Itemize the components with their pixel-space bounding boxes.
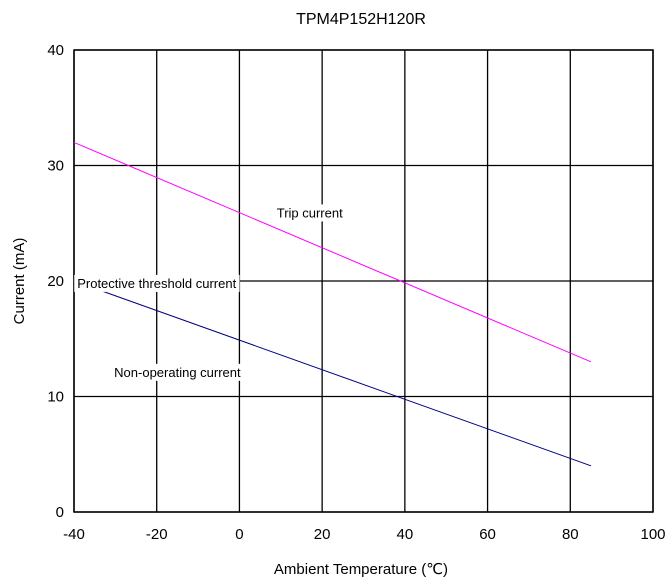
y-tick-label: 40 [47,42,64,59]
y-tick-label: 20 [47,273,64,290]
y-tick-label: 10 [47,389,64,406]
tick-labels: -40 -20 0 20 40 60 80 100 0 10 20 30 40 [47,42,665,543]
y-tick-label: 0 [56,504,64,521]
annotation-bg [111,363,245,381]
annotation-label: Trip current [277,205,343,220]
x-tick-label: 40 [397,526,414,543]
chart-title: TPM4P152H120R [296,11,426,28]
y-axis-title: Current (mA) [11,238,28,325]
x-tick-label: 60 [479,526,496,543]
annotation-label: Protective threshold current [77,276,236,291]
x-tick-label: -40 [63,526,85,543]
series-layer [73,141,592,467]
annotation-bg [273,204,347,222]
y-tick-label: 30 [47,158,64,175]
annotation: Non-operating current [111,363,245,381]
series-line-trip-current [73,141,592,363]
x-tick-label: 80 [562,526,579,543]
annotations: Trip current Protective threshold current… [74,204,347,381]
x-tick-label: 100 [640,526,665,543]
series-line-non-operating-current [73,280,592,467]
annotation-label: Non-operating current [114,365,241,380]
annotation: Protective threshold current [74,274,240,292]
x-tick-label: -20 [146,526,168,543]
annotation: Trip current [273,204,347,222]
annotation-bg [74,274,240,292]
x-axis-title: Ambient Temperature (℃) [274,561,448,578]
x-tick-label: 20 [314,526,331,543]
x-tick-label: 0 [235,526,243,543]
